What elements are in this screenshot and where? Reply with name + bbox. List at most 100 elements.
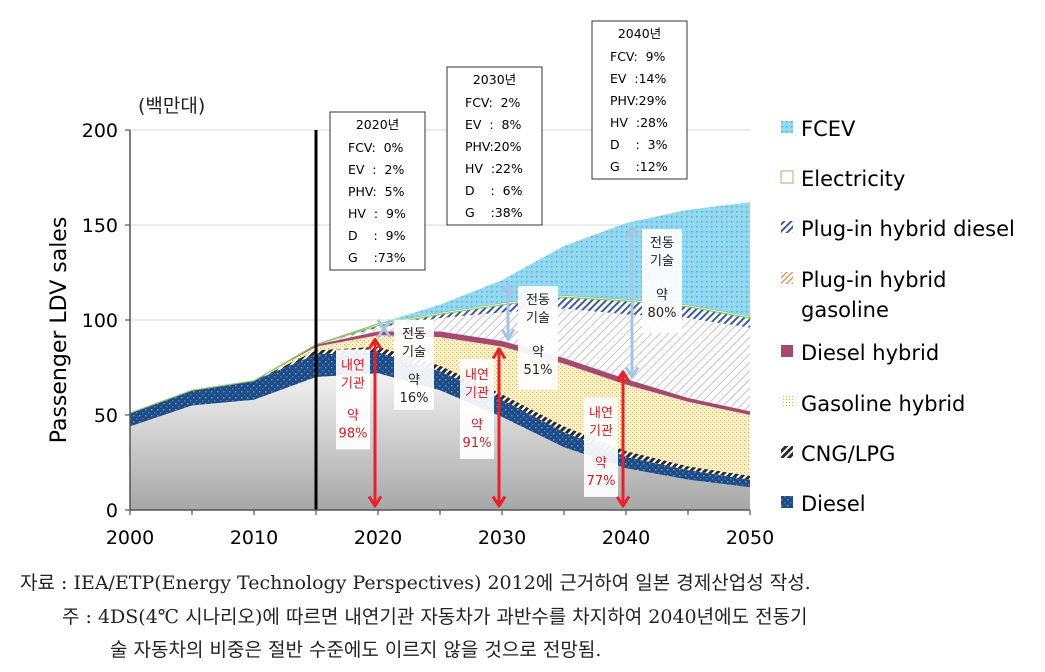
ice-share-value: 91% xyxy=(463,436,492,451)
electric-label-box xyxy=(642,229,682,334)
y-tick-label: 50 xyxy=(94,405,118,427)
share-box-row: PHV:20% xyxy=(465,139,522,154)
ice-label-line2: 기관 xyxy=(589,424,613,439)
y-tick-label: 100 xyxy=(82,310,118,332)
legend-label: Diesel xyxy=(801,492,866,516)
note-caption-line1: 주 : 4DS(4℃ 시나리오)에 따르면 내연기관 자동차가 과반수를 차지하… xyxy=(62,606,808,628)
legend-swatch xyxy=(780,170,794,184)
source-caption: 자료 : IEA/ETP(Energy Technology Perspecti… xyxy=(20,572,811,594)
share-box-row: HV : 9% xyxy=(348,206,406,221)
electric-label-line1: 전동 xyxy=(526,293,550,308)
legend-item: Diesel xyxy=(781,492,866,516)
electric-label-line2: 기술 xyxy=(402,345,426,360)
x-tick-label: 2050 xyxy=(726,527,774,549)
ice-arrowhead-down xyxy=(367,495,383,508)
ice-label-line1: 내연 xyxy=(465,368,489,383)
legend-item: FCEV xyxy=(781,117,856,141)
ice-arrowhead-up xyxy=(367,337,383,350)
ice-label-line1: 내연 xyxy=(341,358,365,373)
x-tick-label: 2010 xyxy=(230,527,278,549)
share-box-row: HV :22% xyxy=(465,161,523,176)
y-tick-label: 0 xyxy=(106,500,118,522)
ice-label-line1: 내연 xyxy=(589,406,613,421)
share-box-row: D : 6% xyxy=(465,183,523,198)
legend-swatch xyxy=(781,221,793,233)
share-box-year: 2040년 xyxy=(618,26,661,41)
legend-item: Diesel hybrid xyxy=(781,341,939,365)
share-box-frame xyxy=(591,20,688,180)
electric-label-box xyxy=(518,286,558,391)
legend-swatch xyxy=(781,496,793,508)
ice-label-line2: 기관 xyxy=(341,376,365,391)
share-box-row: HV :28% xyxy=(610,115,668,130)
share-box-row: EV : 8% xyxy=(465,117,522,132)
electric-arrowhead-down xyxy=(376,319,392,331)
legend-item: Plug-in hybrid diesel xyxy=(781,217,1015,241)
legend: FCEV Electricity Plug-in hybrid diesel Plug… xyxy=(780,117,1015,516)
electric-arrowhead-up xyxy=(624,225,640,238)
ice-arrowhead-up xyxy=(615,370,631,383)
share-box-row: PHV:29% xyxy=(610,93,667,108)
electric-label-line1: 전동 xyxy=(650,236,674,251)
area-electricity xyxy=(129,294,751,414)
share-box-frame xyxy=(329,111,426,271)
share-box-2040: 2040년 FCV: 9% EV :14% PHV:29% HV :28% D : 3% G… xyxy=(591,20,688,180)
legend-label: FCEV xyxy=(801,117,856,141)
share-box-row: PHV: 5% xyxy=(348,184,405,199)
legend-label: Plug-in hybrid diesel xyxy=(801,217,1015,241)
legend-label: gasoline xyxy=(801,298,889,322)
legend-label: Gasoline hybrid xyxy=(801,392,965,416)
legend-item: CNG/LPG xyxy=(781,442,895,466)
electric-share-prefix: 약 xyxy=(656,288,668,303)
electric-share-prefix: 약 xyxy=(408,373,420,388)
electric-share-prefix: 약 xyxy=(532,345,544,360)
electric-arrowhead-up xyxy=(500,282,516,295)
y-tick-label: 150 xyxy=(82,215,118,237)
ice-share-value: 98% xyxy=(339,426,368,441)
ice-share-prefix: 약 xyxy=(347,408,359,423)
y-axis-label: Passenger LDV sales xyxy=(47,217,72,444)
x-tick-label: 2000 xyxy=(106,527,154,549)
ice-label-box xyxy=(460,358,494,459)
legend-swatch xyxy=(781,345,793,357)
share-box-2020: 2020년 FCV: 0% EV : 2% PHV: 5% HV : 9% D : 9% G… xyxy=(329,111,426,271)
x-tick-label: 2040 xyxy=(602,527,650,549)
legend-label: Diesel hybrid xyxy=(801,341,939,365)
area-gasoline-hybrid xyxy=(130,335,750,476)
ice-share-value: 77% xyxy=(587,474,616,489)
legend-swatch xyxy=(781,446,793,458)
axes: 0 50 100 150 200 2000 2010 2020 2030 2040 2050 xyxy=(82,120,774,549)
electric-label-line2: 기술 xyxy=(526,311,550,326)
ice-share-prefix: 약 xyxy=(471,418,483,433)
electric-label-box xyxy=(394,319,434,410)
unit-label: (백만대) xyxy=(138,95,205,117)
share-box-2030: 2030년 FCV: 2% EV : 8% PHV:20% HV :22% D : 6% G… xyxy=(446,66,543,226)
ice-label-box xyxy=(584,396,618,497)
legend-swatch xyxy=(781,396,793,408)
x-tick-label: 2030 xyxy=(478,527,526,549)
note-caption-line2: 술 자동차의 비중은 절반 수준에도 이르지 않을 것으로 전망됨. xyxy=(110,639,602,661)
legend-item: Gasoline hybrid xyxy=(781,392,965,416)
share-box-row: D : 3% xyxy=(610,137,668,152)
share-box-row: EV : 2% xyxy=(348,162,405,177)
legend-label: Electricity xyxy=(801,167,905,191)
electric-share-value: 16% xyxy=(400,391,429,406)
electric-label-line2: 기술 xyxy=(650,254,674,269)
legend-label: Plug-in hybrid xyxy=(801,268,946,292)
share-boxes: 2020년 FCV: 0% EV : 2% PHV: 5% HV : 9% D : 9% G… xyxy=(329,20,688,271)
electric-arrowhead-down xyxy=(500,328,516,341)
share-box-row: FCV: 0% xyxy=(348,140,404,155)
share-box-row: D : 9% xyxy=(348,228,406,243)
ice-label-line2: 기관 xyxy=(465,386,489,401)
ice-share-prefix: 약 xyxy=(595,456,607,471)
area-fcev xyxy=(130,202,750,414)
area-cng-lpg xyxy=(130,346,750,480)
share-box-row: FCV: 2% xyxy=(465,95,521,110)
area-phev-diesel xyxy=(130,297,750,414)
electric-share-value: 80% xyxy=(648,306,677,321)
share-box-year: 2020년 xyxy=(356,117,399,132)
share-box-row: EV :14% xyxy=(610,71,667,86)
electric-share-value: 51% xyxy=(524,363,553,378)
legend-label: CNG/LPG xyxy=(801,442,895,466)
